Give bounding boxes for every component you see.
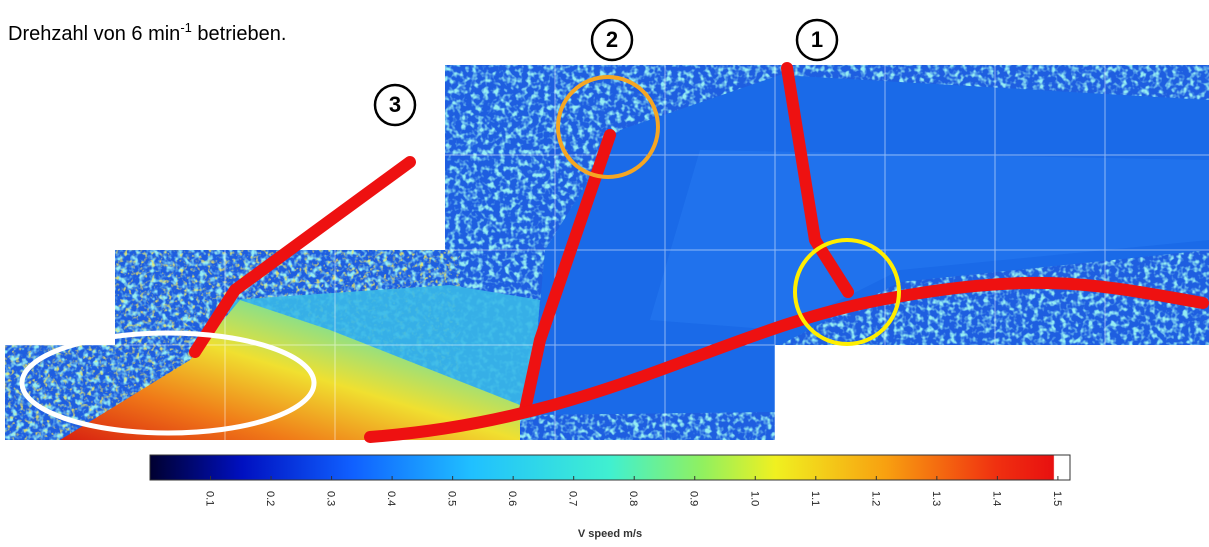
marker-circle xyxy=(373,83,417,127)
tick-label: 0.2 xyxy=(264,491,276,506)
marker-circle xyxy=(795,18,839,62)
velocity-field xyxy=(5,65,1209,440)
tick-label: 1.4 xyxy=(990,491,1002,506)
marker-label: 3 xyxy=(389,92,401,117)
tick-label: 1.2 xyxy=(869,491,881,506)
tick-label: 0.3 xyxy=(325,491,337,506)
highlight-ellipse xyxy=(19,330,317,436)
tick-label: 0.8 xyxy=(627,491,639,506)
tick-label: 0.1 xyxy=(204,491,216,506)
caption-sup: -1 xyxy=(180,20,192,35)
highlight-circle xyxy=(556,75,660,179)
tick-label: 0.4 xyxy=(385,491,397,506)
tick-label: 1.0 xyxy=(748,491,760,506)
caption-text: betrieben. xyxy=(192,23,287,45)
caption: Drehzahl von 6 min-1 betrieben. xyxy=(8,20,286,45)
tick-label: 0.5 xyxy=(446,491,458,506)
marker-circle xyxy=(590,18,634,62)
highlight-circle xyxy=(793,238,901,346)
caption-text: Drehzahl von 6 min xyxy=(8,23,180,45)
tick-label: 1.5 xyxy=(1051,491,1063,506)
colorbar-label: V speed m/s xyxy=(578,528,642,540)
colorbar: V speed m/s 0.1 0.2 0.3 0.4 0.5 0.6 0.7 0.8 0.9 1… xyxy=(149,454,1071,540)
marker-label: 2 xyxy=(606,27,618,52)
marker-label: 1 xyxy=(811,27,823,52)
tick-label: 1.1 xyxy=(809,491,821,506)
tick-label: 0.6 xyxy=(506,491,518,506)
annotation-lines xyxy=(189,62,1209,443)
colorbar-scale xyxy=(149,454,1071,481)
markers: 1 2 3 xyxy=(373,18,839,127)
tick-label: 0.9 xyxy=(688,491,700,506)
tick-label: 1.3 xyxy=(930,491,942,506)
tick-label: 0.7 xyxy=(567,491,579,506)
